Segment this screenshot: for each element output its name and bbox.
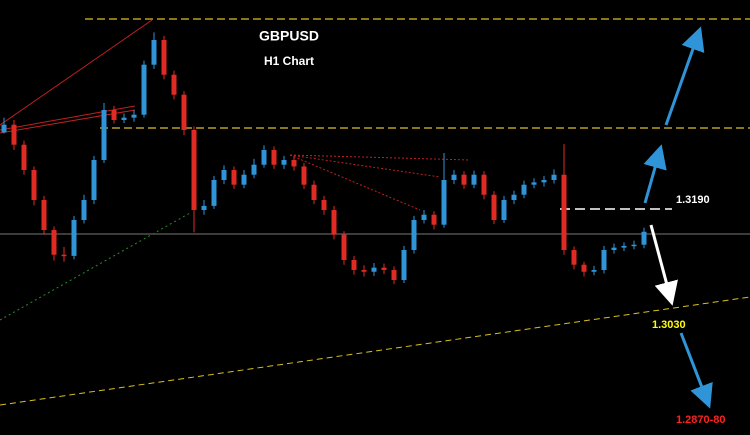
candle-body [641, 231, 647, 245]
candle-body [501, 200, 507, 220]
candle-body [241, 174, 247, 185]
arrow [649, 224, 678, 306]
trend-line [0, 296, 750, 406]
candle-body [631, 244, 637, 247]
candle-body [41, 200, 47, 230]
candle-body [541, 180, 547, 183]
candle-body [351, 260, 357, 270]
candle-body [301, 166, 307, 185]
candle-body [571, 250, 577, 265]
candle-body [511, 194, 517, 200]
candle-body [311, 184, 317, 200]
candle-body [481, 174, 487, 195]
candle-body [161, 40, 167, 75]
candle-body [81, 200, 87, 220]
chart-title: GBPUSD [259, 28, 319, 44]
candle-body [71, 220, 77, 256]
red-line [289, 154, 421, 211]
candle-body [591, 270, 597, 272]
candle-body [211, 180, 217, 206]
arrow [679, 332, 713, 409]
candle-body [421, 214, 427, 220]
red-line [0, 19, 153, 126]
candle-body [491, 194, 497, 220]
candle-body [201, 205, 207, 210]
candle-body [441, 180, 447, 225]
candle-body [411, 220, 417, 250]
candle-body [531, 182, 537, 185]
drawings [0, 18, 750, 409]
candle-body [521, 184, 527, 195]
candle-body [561, 174, 567, 250]
candle-body [281, 160, 287, 165]
candle-body [251, 164, 257, 175]
level-label: 1.3190 [676, 194, 710, 206]
trend-line [0, 212, 191, 321]
candle-body [321, 200, 327, 210]
candle-body [431, 214, 437, 225]
level-label: 1.3030 [652, 319, 686, 331]
candle-body [171, 74, 177, 95]
candle-body [1, 124, 7, 133]
candle-body [191, 130, 197, 210]
candle-body [51, 230, 57, 255]
candle-body [261, 150, 267, 165]
candle-body [31, 170, 37, 200]
candle-body [101, 110, 107, 160]
candle-body [471, 174, 477, 185]
candle-body [391, 270, 397, 280]
candle-body [601, 250, 607, 270]
candle-body [231, 170, 237, 185]
candle-body [381, 267, 387, 270]
candle-body [181, 94, 187, 130]
candle-body [341, 234, 347, 260]
candle-body [461, 174, 467, 185]
candle-body [61, 254, 67, 257]
arrow [643, 144, 667, 204]
candle-body [11, 124, 17, 145]
candle-body [621, 245, 627, 248]
level-label: 1.2870-80 [676, 414, 726, 426]
chart-subtitle: H1 Chart [264, 54, 314, 68]
candle-body [131, 114, 137, 118]
candle-body [451, 174, 457, 180]
candle-body [221, 170, 227, 180]
candle-body [291, 160, 297, 167]
candle-body [151, 40, 157, 65]
candle-body [551, 174, 557, 180]
candle-body [21, 144, 27, 170]
candle-body [361, 270, 367, 272]
candle-body [91, 160, 97, 200]
candles [1, 32, 647, 285]
arrow [664, 26, 705, 126]
candle-body [401, 250, 407, 280]
candle-body [611, 247, 617, 250]
candle-body [121, 117, 127, 120]
candle-body [581, 264, 587, 272]
red-line [289, 154, 441, 178]
candle-body [271, 150, 277, 165]
candle-body [111, 110, 117, 120]
candle-body [331, 210, 337, 235]
candle-body [141, 64, 147, 115]
candle-body [371, 267, 377, 272]
